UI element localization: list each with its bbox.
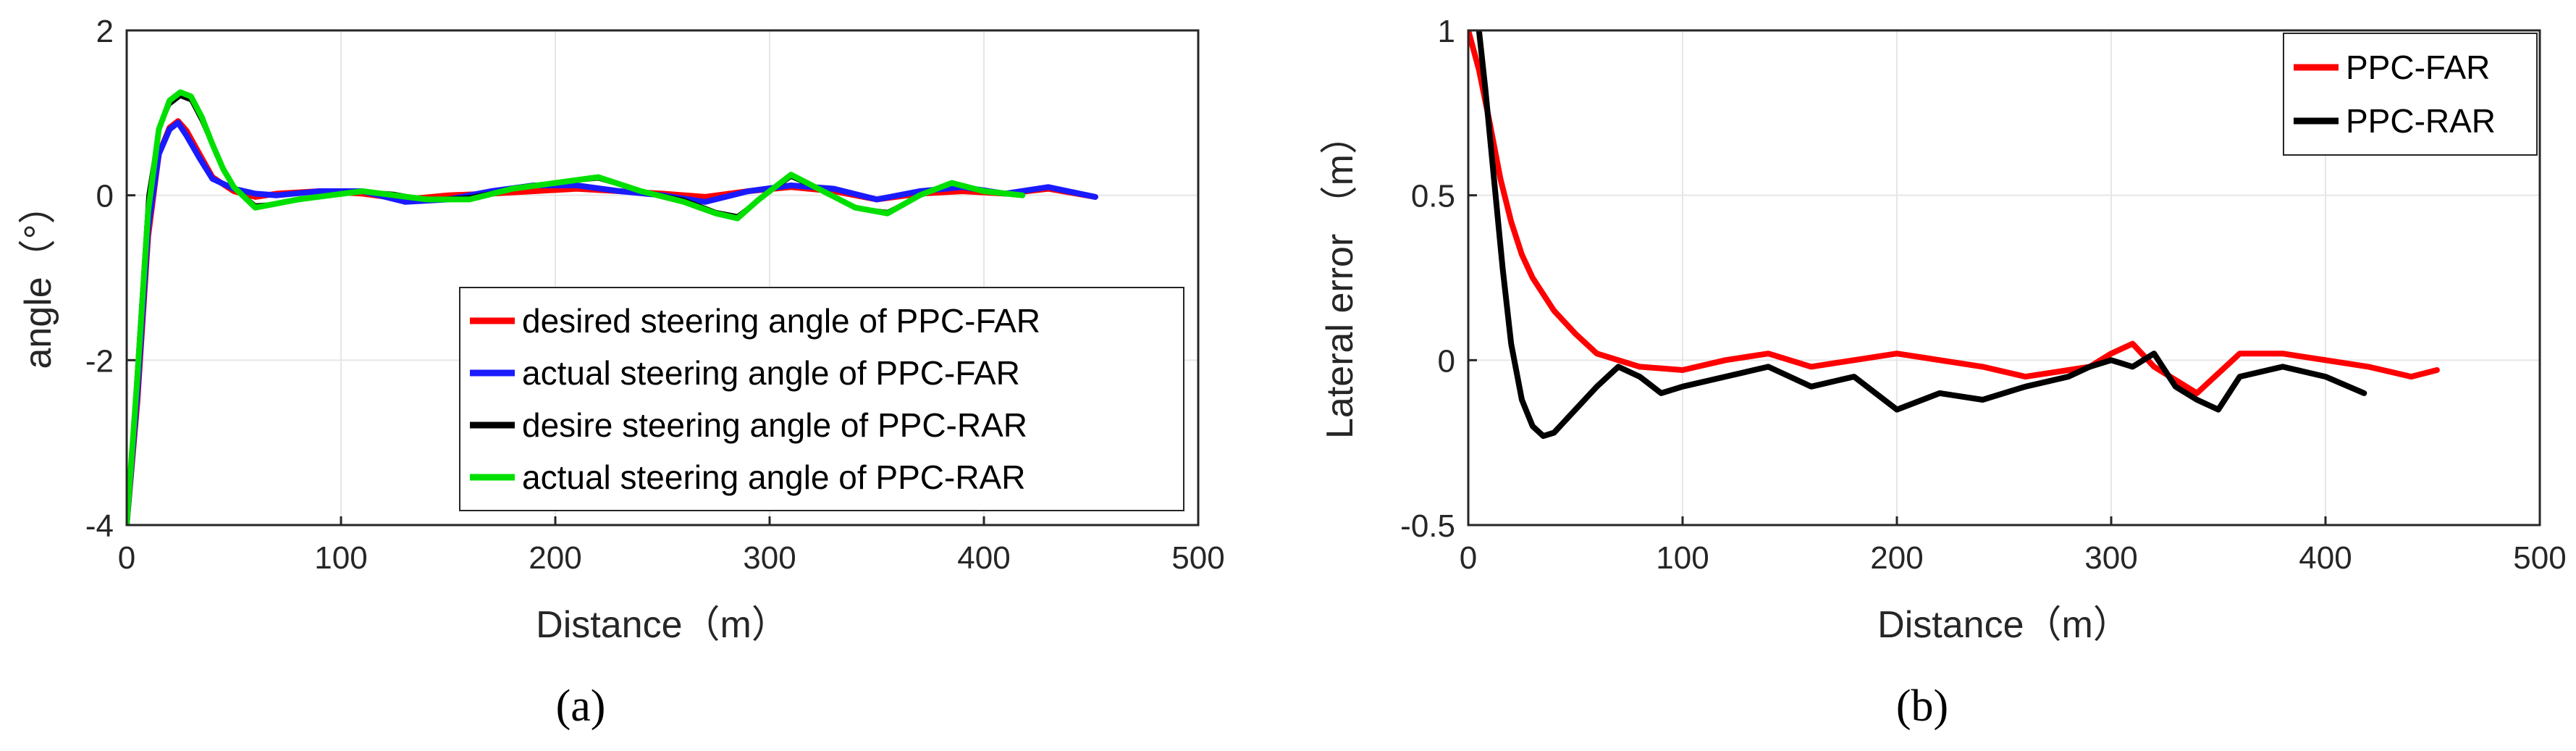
y-axis-label-a: angle（°） xyxy=(17,186,59,369)
x-tick-label: 0 xyxy=(118,540,135,576)
y-tick-label: 0.5 xyxy=(1411,179,1455,214)
x-tick-label: 400 xyxy=(2299,540,2352,576)
plot-frame-b xyxy=(1467,29,2541,526)
y-tick-label: -2 xyxy=(85,343,114,379)
x-tick-label: 200 xyxy=(529,540,581,576)
legend-label-2: PPC-RAR xyxy=(2346,102,2496,140)
chart-panel-a: 0 100 200 300 400 500 -4 -2 0 2 Distance（m） angle… xyxy=(17,14,1225,731)
x-tick-label: 300 xyxy=(2084,540,2137,576)
panel-caption-a: (a) xyxy=(556,681,606,731)
legend-label-4: actual steering angle of PPC-RAR xyxy=(522,458,1025,496)
chart-panel-b: 0 100 200 300 400 500-0.500.51 Distance（m） La… xyxy=(1319,14,2567,731)
y-tick-label: -4 xyxy=(85,508,114,544)
x-tick-label: 500 xyxy=(2513,540,2566,576)
legend-label-1: PPC-FAR xyxy=(2346,49,2490,86)
tick-labels-b: 0 100 200 300 400 500-0.500.51 xyxy=(1400,14,2567,576)
tick-labels-a: 0 100 200 300 400 500 -4 -2 0 2 xyxy=(85,14,1225,576)
series-layer-a xyxy=(127,89,1098,525)
legend-label-3: desire steering angle of PPC-RAR xyxy=(522,406,1027,444)
x-tick-label: 400 xyxy=(957,540,1010,576)
x-tick-label: 300 xyxy=(743,540,796,576)
y-tick-label: 2 xyxy=(96,14,114,49)
legend-label-1: desired steering angle of PPC-FAR xyxy=(522,302,1040,340)
x-tick-label: 200 xyxy=(1870,540,1923,576)
x-tick-label: 500 xyxy=(1171,540,1224,576)
series-line-4 xyxy=(127,89,1026,525)
x-tick-label: 0 xyxy=(1460,540,1477,576)
legend-a: desired steering angle of PPC-FAR actual … xyxy=(459,287,1184,511)
plot-frame-a xyxy=(125,29,1200,526)
series-line-1 xyxy=(1468,30,2440,396)
y-tick-label: 1 xyxy=(1438,14,1455,49)
x-tick-label: 100 xyxy=(314,540,367,576)
series-layer-b xyxy=(1468,30,2440,440)
legend-box xyxy=(459,287,1184,511)
legend-b: PPC-FAR PPC-RAR xyxy=(2283,33,2538,156)
x-axis-label-b: Distance（m） xyxy=(1877,604,2131,646)
legend-box xyxy=(2283,33,2538,156)
y-tick-label: 0 xyxy=(1438,343,1455,379)
series-line-2 xyxy=(1476,30,2367,440)
panel-caption-b: (b) xyxy=(1896,681,1948,731)
x-axis-label-a: Distance（m） xyxy=(536,604,789,646)
x-tick-label: 100 xyxy=(1656,540,1709,576)
y-tick-label: -0.5 xyxy=(1400,508,1455,544)
y-tick-label: 0 xyxy=(96,179,114,214)
legend-label-2: actual steering angle of PPC-FAR xyxy=(522,354,1020,392)
y-axis-label-b: Lateral error （m） xyxy=(1319,117,1361,439)
